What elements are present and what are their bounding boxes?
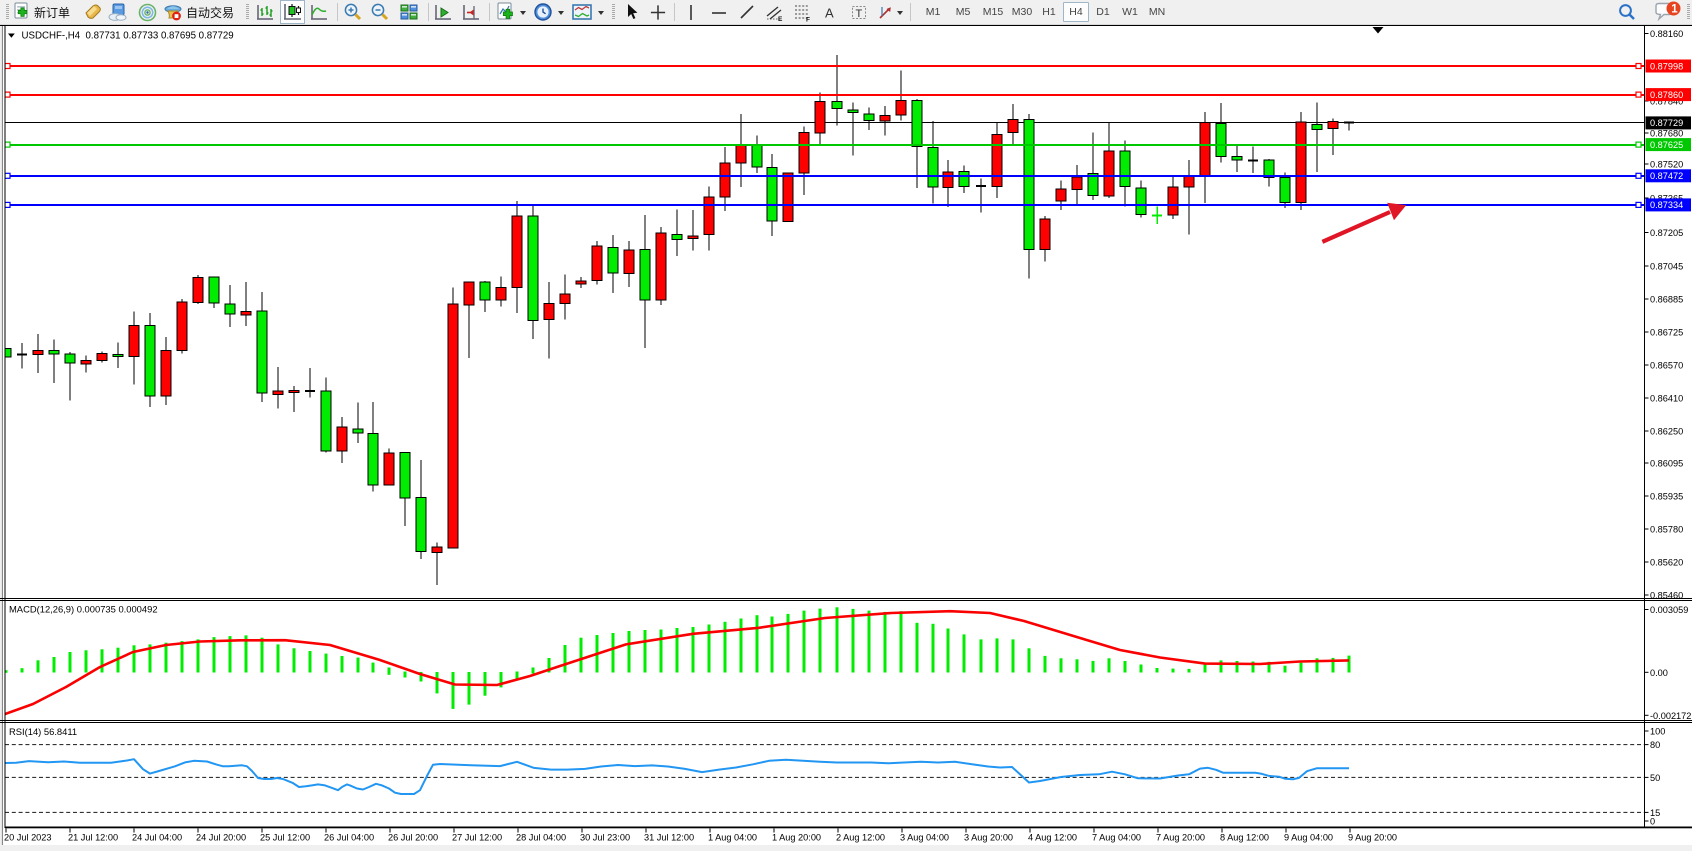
svg-text:A: A <box>825 5 834 20</box>
svg-text:27 Jul 12:00: 27 Jul 12:00 <box>452 833 502 843</box>
svg-text:0.86570: 0.86570 <box>1650 360 1683 370</box>
svg-text:28 Jul 04:00: 28 Jul 04:00 <box>516 833 566 843</box>
svg-text:0.86410: 0.86410 <box>1650 393 1683 403</box>
svg-text:9 Aug 04:00: 9 Aug 04:00 <box>1284 833 1333 843</box>
svg-text:USDCHF-,H4 0.87731 0.87733 0.: USDCHF-,H4 0.87731 0.87733 0.87695 0.877… <box>22 30 234 41</box>
svg-text:0.87365: 0.87365 <box>1650 193 1683 203</box>
svg-text:MACD(12,26,9) 0.000735 0.00049: MACD(12,26,9) 0.000735 0.000492 <box>9 604 158 615</box>
svg-text:21 Jul 12:00: 21 Jul 12:00 <box>68 833 118 843</box>
svg-text:-0.002172: -0.002172 <box>1650 711 1691 721</box>
svg-text:24 Jul 04:00: 24 Jul 04:00 <box>132 833 182 843</box>
svg-text:25 Jul 12:00: 25 Jul 12:00 <box>260 833 310 843</box>
svg-text:30 Jul 23:00: 30 Jul 23:00 <box>580 833 630 843</box>
svg-text:T: T <box>856 7 863 19</box>
svg-text:15: 15 <box>1650 808 1660 818</box>
svg-text:31 Jul 12:00: 31 Jul 12:00 <box>644 833 694 843</box>
svg-text:0.88160: 0.88160 <box>1650 29 1683 39</box>
svg-text:0.87472: 0.87472 <box>1650 171 1683 181</box>
svg-text:4 Aug 12:00: 4 Aug 12:00 <box>1028 833 1077 843</box>
svg-text:0.86885: 0.86885 <box>1650 294 1683 304</box>
svg-text:24 Jul 20:00: 24 Jul 20:00 <box>196 833 246 843</box>
svg-text:0.85620: 0.85620 <box>1650 557 1683 567</box>
svg-text:0.00: 0.00 <box>1650 668 1668 678</box>
svg-text:1 Aug 20:00: 1 Aug 20:00 <box>772 833 821 843</box>
svg-text:100: 100 <box>1650 727 1665 737</box>
svg-text:0.87334: 0.87334 <box>1650 200 1683 210</box>
svg-text:80: 80 <box>1650 740 1660 750</box>
svg-text:3 Aug 04:00: 3 Aug 04:00 <box>900 833 949 843</box>
svg-text:3 Aug 20:00: 3 Aug 20:00 <box>964 833 1013 843</box>
svg-text:0.87729: 0.87729 <box>1650 118 1683 128</box>
svg-text:8 Aug 12:00: 8 Aug 12:00 <box>1220 833 1269 843</box>
svg-text:1 Aug 04:00: 1 Aug 04:00 <box>708 833 757 843</box>
svg-text:0: 0 <box>1650 817 1655 827</box>
svg-text:F: F <box>806 16 810 22</box>
svg-text:20 Jul 2023: 20 Jul 2023 <box>4 833 52 843</box>
svg-text:9 Aug 20:00: 9 Aug 20:00 <box>1348 833 1397 843</box>
svg-text:0.87840: 0.87840 <box>1650 96 1683 106</box>
svg-text:0.85780: 0.85780 <box>1650 524 1683 534</box>
svg-text:RSI(14) 56.8411: RSI(14) 56.8411 <box>9 726 77 737</box>
svg-text:26 Jul 04:00: 26 Jul 04:00 <box>324 833 374 843</box>
svg-text:0.87998: 0.87998 <box>1650 61 1683 71</box>
svg-text:7 Aug 20:00: 7 Aug 20:00 <box>1156 833 1205 843</box>
svg-text:0.87520: 0.87520 <box>1650 159 1683 169</box>
svg-text:50: 50 <box>1650 773 1660 783</box>
svg-text:0.85935: 0.85935 <box>1650 491 1683 501</box>
svg-text:7 Aug 04:00: 7 Aug 04:00 <box>1092 833 1141 843</box>
svg-text:0.87860: 0.87860 <box>1650 90 1683 100</box>
svg-text:1: 1 <box>1671 4 1678 16</box>
svg-text:0.85460: 0.85460 <box>1650 590 1683 600</box>
svg-text:0.87680: 0.87680 <box>1650 128 1683 138</box>
svg-text:2 Aug 12:00: 2 Aug 12:00 <box>836 833 885 843</box>
svg-text:E: E <box>778 16 783 22</box>
svg-text:0.86250: 0.86250 <box>1650 426 1683 436</box>
svg-text:0.87205: 0.87205 <box>1650 228 1683 238</box>
svg-text:0.86095: 0.86095 <box>1650 458 1683 468</box>
svg-text:0.003059: 0.003059 <box>1650 605 1688 615</box>
svg-text:0.86725: 0.86725 <box>1650 327 1683 337</box>
svg-text:0.87625: 0.87625 <box>1650 140 1683 150</box>
svg-text:0.87045: 0.87045 <box>1650 261 1683 271</box>
svg-text:26 Jul 20:00: 26 Jul 20:00 <box>388 833 438 843</box>
